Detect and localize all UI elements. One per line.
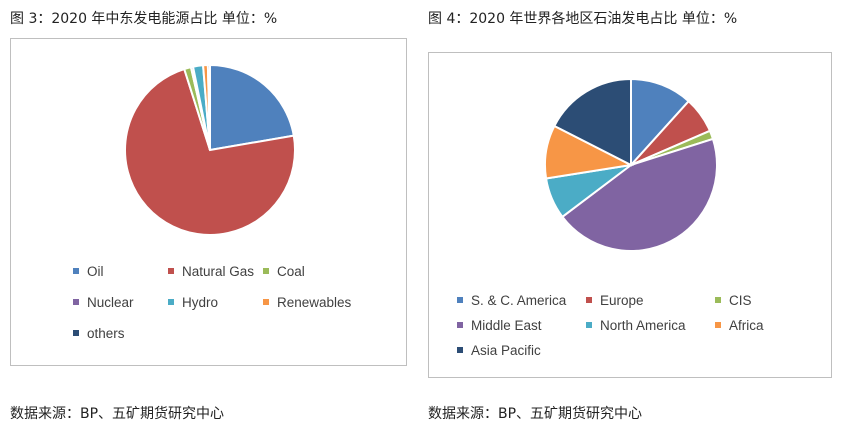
fig4-title: 图 4：2020 年世界各地区石油发电占比 单位：% <box>428 11 738 27</box>
legend-item-cis: CIS <box>715 293 752 308</box>
legend-swatch <box>263 268 269 274</box>
legend-item-africa: Africa <box>715 318 764 333</box>
legend-label: S. & C. America <box>471 293 567 308</box>
legend-swatch <box>73 299 79 305</box>
fig3-source: 数据来源：BP、五矿期货研究中心 <box>10 406 225 422</box>
fig4-pie-chart <box>544 77 718 252</box>
legend-swatch <box>586 322 592 328</box>
pie-slice-asia-pacific <box>553 77 632 167</box>
legend-swatch <box>715 322 721 328</box>
legend-item-oil: Oil <box>73 264 104 279</box>
legend-label: Nuclear <box>87 295 134 310</box>
fig3-pie-chart <box>124 63 296 236</box>
legend-item-europe: Europe <box>586 293 644 308</box>
pie-slice-s-c-america <box>630 77 691 168</box>
legend-label: CIS <box>729 293 752 308</box>
legend-label: Middle East <box>471 318 542 333</box>
legend-item-nuclear: Nuclear <box>73 295 134 310</box>
legend-swatch <box>457 297 463 303</box>
legend-swatch <box>168 299 174 305</box>
legend-item-asia-pacific: Asia Pacific <box>457 343 541 358</box>
legend-label: Oil <box>87 264 104 279</box>
legend-label: Africa <box>729 318 764 333</box>
legend-label: Natural Gas <box>182 264 255 279</box>
pie-slice-natural-gas <box>124 67 296 236</box>
legend-swatch <box>715 297 721 303</box>
legend-label: others <box>87 326 125 341</box>
legend-item-coal: Coal <box>263 264 305 279</box>
legend-label: North America <box>600 318 686 333</box>
legend-swatch <box>457 322 463 328</box>
legend-item-natural-gas: Natural Gas <box>168 264 254 279</box>
legend-label: Asia Pacific <box>471 343 541 358</box>
legend-label: Hydro <box>182 295 219 310</box>
fig4-source: 数据来源：BP、五矿期货研究中心 <box>428 406 643 422</box>
legend-item-others: others <box>73 326 125 341</box>
legend-swatch <box>73 330 79 336</box>
fig4-chart-panel: S. & C. America Europe CIS Middle East North… <box>428 52 832 378</box>
legend-swatch <box>168 268 174 274</box>
legend-item-middle-east: Middle East <box>457 318 542 333</box>
legend-label: Europe <box>600 293 644 308</box>
legend-label: Coal <box>277 264 305 279</box>
legend-swatch <box>263 299 269 305</box>
pie-slice-oil <box>209 63 295 152</box>
legend-swatch <box>73 268 79 274</box>
fig3-chart-panel: Oil Natural Gas Coal Nuclear Hydro Renewables… <box>10 38 407 366</box>
legend-swatch <box>586 297 592 303</box>
legend-item-north-america: North America <box>586 318 686 333</box>
legend-item-s-c-america: S. & C. America <box>457 293 566 308</box>
pie-slice-others <box>206 63 211 151</box>
legend-swatch <box>457 347 463 353</box>
fig3-title: 图 3：2020 年中东发电能源占比 单位：% <box>10 11 278 27</box>
legend-item-renewables: Renewables <box>263 295 351 310</box>
legend-item-hydro: Hydro <box>168 295 218 310</box>
pie-slice-middle-east <box>560 137 718 252</box>
legend-label: Renewables <box>277 295 352 310</box>
